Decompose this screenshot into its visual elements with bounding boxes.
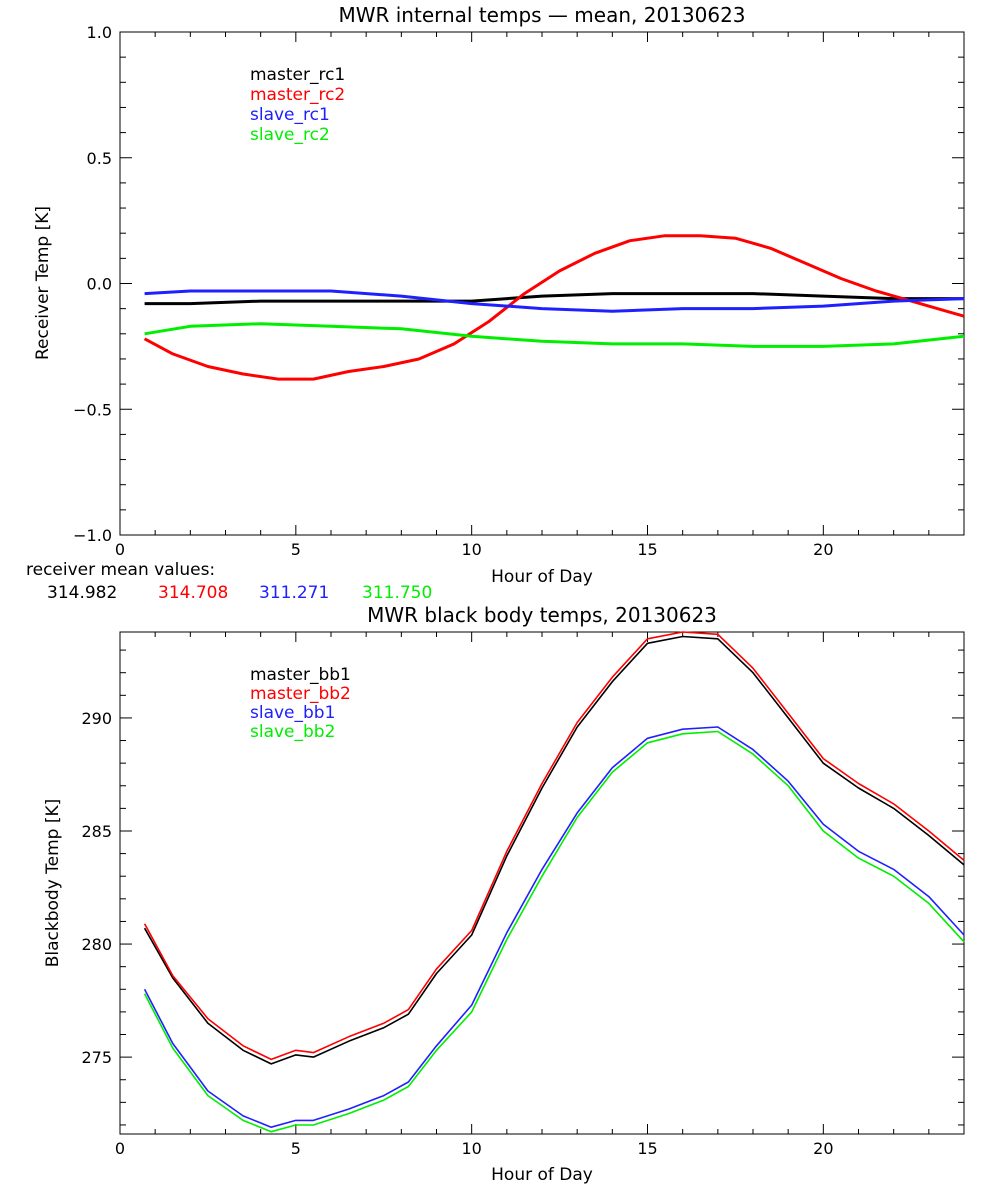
series-line-slave-rc1 — [144, 289, 965, 313]
series-line-slave-rc2 — [144, 322, 965, 348]
legend-entry-master-bb1: master_bb1 — [250, 665, 351, 685]
series-line-master-bb2 — [143, 631, 965, 1061]
x-tick-label: 5 — [291, 540, 301, 559]
x-tick-label: 10 — [461, 1139, 481, 1158]
blackbody-temp-chart: MWR black body temps, 20130623 0 5 10 15 20 2… — [43, 603, 965, 1185]
x-tick-label: 20 — [813, 1139, 833, 1158]
x-tick-label: 0 — [115, 1139, 125, 1158]
receiver-mean-value-2: 314.708 — [158, 583, 228, 603]
receiver-mean-value-1: 314.982 — [47, 583, 117, 603]
y-tick-label: −1.0 — [73, 526, 112, 545]
legend-entry-slave-bb2: slave_bb2 — [250, 722, 335, 742]
y-tick-label: 0.0 — [87, 275, 112, 294]
y-tick-label: 275 — [81, 1048, 112, 1067]
y-tick-label: 1.0 — [87, 23, 112, 42]
x-tick-label: 20 — [813, 540, 833, 559]
axis-ticks-blackbody: 0 5 10 15 20 275 280 285 290 — [81, 632, 965, 1158]
receiver-mean-value-3: 311.271 — [259, 583, 329, 603]
series-line-master-rc1 — [144, 292, 964, 306]
series-line-master-rc2 — [143, 234, 965, 381]
x-axis-label-blackbody: Hour of Day — [491, 1165, 593, 1185]
series-line-slave-bb2 — [143, 730, 965, 1133]
y-tick-label: 290 — [81, 709, 112, 728]
y-axis-label-receiver: Receiver Temp [K] — [33, 206, 53, 360]
chart-title-blackbody: MWR black body temps, 20130623 — [367, 603, 717, 627]
legend-entry-slave-rc1: slave_rc1 — [250, 105, 330, 125]
x-tick-label: 15 — [637, 1139, 657, 1158]
y-tick-label: 280 — [81, 935, 112, 954]
x-tick-label: 5 — [291, 1139, 301, 1158]
legend-entry-master-rc2: master_rc2 — [250, 85, 345, 105]
receiver-mean-label: receiver mean values: — [26, 560, 215, 580]
legend-entry-master-bb2: master_bb2 — [250, 684, 351, 704]
x-tick-label: 15 — [637, 540, 657, 559]
series-lines-blackbody — [143, 631, 965, 1133]
y-tick-label: −0.5 — [73, 400, 112, 419]
x-tick-label: 0 — [115, 540, 125, 559]
receiver-mean-value-4: 311.750 — [362, 583, 432, 603]
axis-ticks-receiver: 0 5 10 15 20 −1.0 −0.5 0.0 0.5 1.0 — [73, 23, 965, 559]
series-lines-receiver — [143, 234, 965, 381]
legend-entry-slave-bb1: slave_bb1 — [250, 703, 335, 723]
series-line-master-bb1 — [143, 635, 965, 1065]
chart-title-receiver: MWR internal temps — mean, 20130623 — [338, 3, 745, 27]
x-axis-label-receiver: Hour of Day — [491, 567, 593, 587]
legend-entry-slave-rc2: slave_rc2 — [250, 125, 330, 145]
legend-entry-master-rc1: master_rc1 — [250, 65, 345, 85]
receiver-temp-chart: MWR internal temps — mean, 20130623 0 5 10… — [33, 3, 965, 587]
plot-frame-blackbody — [119, 631, 965, 1135]
y-axis-label-blackbody: Blackbody Temp [K] — [43, 799, 63, 968]
x-tick-label: 10 — [461, 540, 481, 559]
y-tick-label: 0.5 — [87, 149, 112, 168]
series-line-slave-bb1 — [143, 726, 965, 1128]
y-tick-label: 285 — [81, 822, 112, 841]
receiver-mean-values: receiver mean values: 314.982 314.708 31… — [26, 560, 432, 603]
